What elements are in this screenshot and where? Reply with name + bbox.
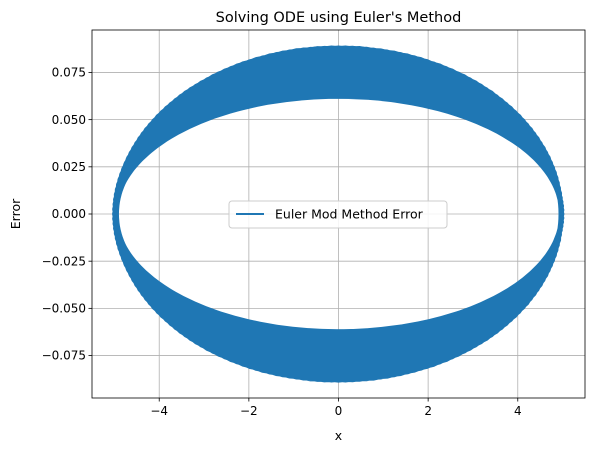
legend-label: Euler Mod Method Error <box>275 207 424 222</box>
x-tick-label: −4 <box>150 404 168 418</box>
x-tick-label: 2 <box>424 404 432 418</box>
series-line-euler-mod-error <box>112 45 565 383</box>
x-axis-label: x <box>335 428 342 443</box>
legend: Euler Mod Method Error <box>228 200 448 229</box>
y-tick-label: 0.075 <box>52 66 86 80</box>
y-tick-label: 0.050 <box>52 113 86 127</box>
y-tick-label: 0.000 <box>52 207 86 221</box>
y-axis-label: Error <box>8 198 23 229</box>
data-series <box>112 45 565 383</box>
x-tick-label: 0 <box>335 404 343 418</box>
y-axis-ticks: −0.075 −0.050 −0.025 0.000 0.025 0.050 0.075 <box>42 66 92 363</box>
chart-title: Solving ODE using Euler's Method <box>216 10 462 26</box>
y-tick-label: 0.025 <box>52 160 86 174</box>
x-axis-ticks: −4 −2 0 2 4 <box>150 398 522 418</box>
y-tick-label: −0.075 <box>42 349 86 363</box>
x-tick-label: 4 <box>514 404 522 418</box>
y-tick-label: −0.025 <box>42 254 86 268</box>
x-tick-label: −2 <box>240 404 258 418</box>
legend-box <box>228 200 448 229</box>
y-tick-label: −0.050 <box>42 302 86 316</box>
